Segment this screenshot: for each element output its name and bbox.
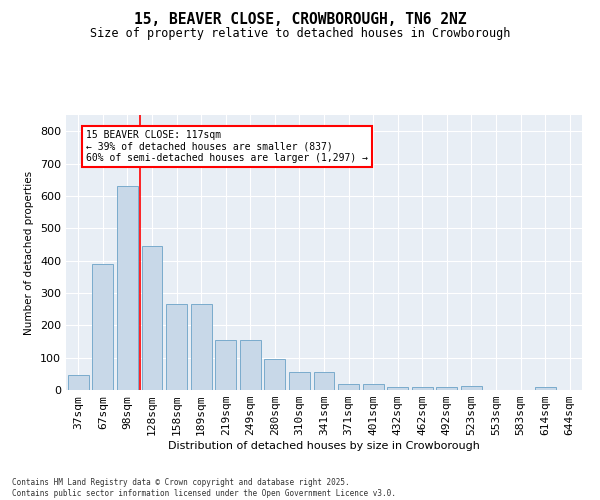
Bar (117, 186, 138, 390)
Bar (436, 387, 457, 390)
Bar (265, 358, 286, 390)
Bar (412, 387, 433, 390)
Bar (362, 384, 383, 390)
Bar (215, 340, 236, 390)
Text: 15 BEAVER CLOSE: 117sqm
← 39% of detached houses are smaller (837)
60% of semi-d: 15 BEAVER CLOSE: 117sqm ← 39% of detache… (86, 130, 368, 163)
Text: 15, BEAVER CLOSE, CROWBOROUGH, TN6 2NZ: 15, BEAVER CLOSE, CROWBOROUGH, TN6 2NZ (134, 12, 466, 28)
Bar (240, 340, 261, 390)
Text: Contains HM Land Registry data © Crown copyright and database right 2025.
Contai: Contains HM Land Registry data © Crown c… (12, 478, 396, 498)
X-axis label: Distribution of detached houses by size in Crowborough: Distribution of detached houses by size … (168, 441, 480, 451)
Bar (535, 388, 556, 390)
Bar (166, 304, 187, 390)
Bar (387, 387, 408, 390)
Bar (68, 375, 89, 390)
Bar (314, 372, 334, 390)
Text: Size of property relative to detached houses in Crowborough: Size of property relative to detached ho… (90, 28, 510, 40)
Y-axis label: Number of detached properties: Number of detached properties (25, 170, 34, 334)
Bar (289, 372, 310, 390)
Bar (92, 264, 113, 390)
Bar (338, 384, 359, 390)
Bar (191, 304, 212, 390)
Bar (461, 386, 482, 390)
Bar (142, 246, 163, 390)
